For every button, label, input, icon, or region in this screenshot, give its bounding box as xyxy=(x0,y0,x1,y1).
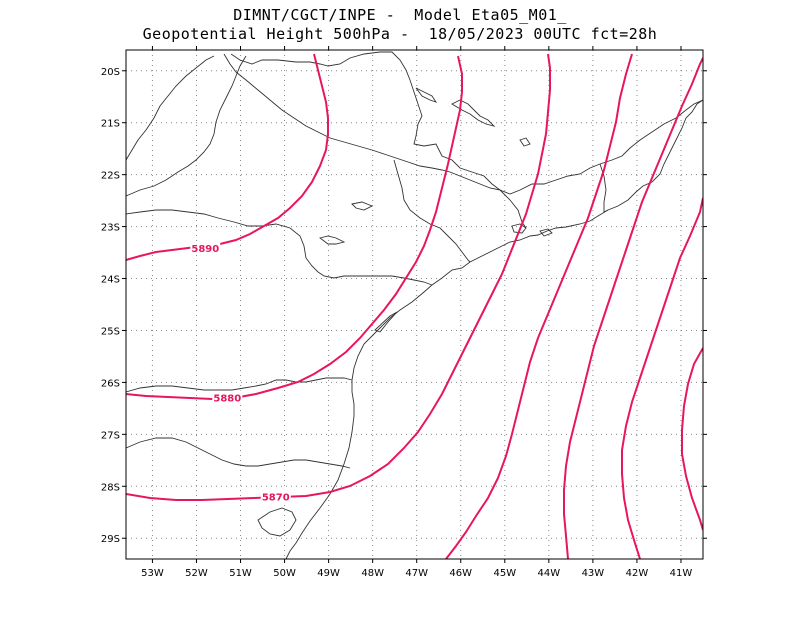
contour-label-bg xyxy=(212,390,243,404)
map-title-line-1: DIMNT/CGCT/INPE - Model Eta05_M01_ xyxy=(233,6,567,24)
coastline xyxy=(285,99,703,559)
contour-label-bg xyxy=(260,489,291,503)
y-tick-label: 25S xyxy=(101,326,120,337)
y-tick-label: 20S xyxy=(101,67,120,78)
contour-labels: 5890 5880 5870 xyxy=(190,240,291,504)
island xyxy=(374,311,398,333)
x-tick-label: 53W xyxy=(141,568,164,579)
y-tick-label: 28S xyxy=(101,482,120,493)
x-tick-label: 41W xyxy=(670,568,693,579)
contour-label-bg xyxy=(190,240,221,254)
x-tick-label: 52W xyxy=(185,568,208,579)
x-tick-label: 46W xyxy=(449,568,472,579)
reservoir xyxy=(451,99,496,127)
x-tick-label: 51W xyxy=(229,568,252,579)
y-tick-label: 21S xyxy=(101,119,120,130)
reservoir xyxy=(318,235,346,245)
state-border xyxy=(126,55,215,161)
reservoir xyxy=(519,137,531,147)
reservoir xyxy=(415,87,438,103)
y-axis-ticks: 20S 21S 22S 23S 24S 25S 26S 27S 28S 29S xyxy=(101,67,707,545)
state-border xyxy=(126,437,351,469)
x-tick-label: 42W xyxy=(626,568,649,579)
y-tick-label: 27S xyxy=(101,430,120,441)
contour-line xyxy=(126,55,463,401)
contour-label: 5880 xyxy=(213,393,241,404)
y-tick-label: 26S xyxy=(101,378,120,389)
y-tick-label: 24S xyxy=(101,275,120,286)
contour-label: 5890 xyxy=(191,244,219,255)
state-border xyxy=(393,159,471,263)
y-tick-label: 29S xyxy=(101,534,120,545)
x-tick-label: 43W xyxy=(582,568,605,579)
contour-line xyxy=(681,347,703,531)
graticule-grid xyxy=(126,50,703,559)
contour-line xyxy=(563,57,703,559)
state-border xyxy=(230,51,703,195)
contour-line xyxy=(445,53,633,559)
x-tick-label: 47W xyxy=(405,568,428,579)
x-tick-label: 49W xyxy=(317,568,340,579)
plot-frame xyxy=(125,49,704,560)
y-tick-label: 22S xyxy=(101,171,120,182)
island xyxy=(539,228,553,237)
map-title-line-2: Geopotential Height 500hPa - 18/05/2023 … xyxy=(142,25,658,43)
geopotential-contours xyxy=(126,53,703,559)
lagoon xyxy=(257,507,297,537)
contour-line xyxy=(126,53,329,261)
x-tick-label: 45W xyxy=(493,568,516,579)
state-border xyxy=(126,55,247,197)
x-axis-ticks: 53W 52W 51W 50W 49W 48W 47W 46W 45W 44W 43W 42W 41W xyxy=(141,46,692,579)
state-border xyxy=(223,53,501,191)
state-border xyxy=(126,377,353,393)
x-tick-label: 44W xyxy=(538,568,561,579)
reservoir xyxy=(351,201,374,211)
contour-line xyxy=(621,197,703,559)
island xyxy=(511,223,527,234)
state-border xyxy=(499,189,527,229)
contour-label: 5870 xyxy=(262,493,290,504)
x-tick-label: 48W xyxy=(361,568,384,579)
coastline-and-borders xyxy=(126,51,703,559)
x-tick-label: 50W xyxy=(273,568,296,579)
y-tick-label: 23S xyxy=(101,223,120,234)
state-border xyxy=(126,209,433,286)
